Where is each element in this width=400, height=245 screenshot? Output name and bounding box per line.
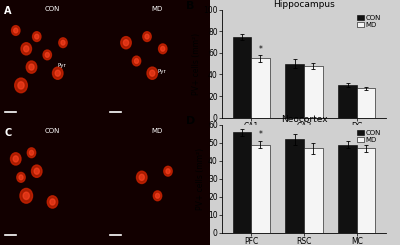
Circle shape <box>14 28 18 33</box>
Circle shape <box>50 199 55 205</box>
Circle shape <box>153 191 162 201</box>
Bar <box>251 145 270 233</box>
Bar <box>338 85 357 118</box>
Circle shape <box>32 32 41 41</box>
Circle shape <box>26 61 37 73</box>
Bar <box>286 139 304 233</box>
Circle shape <box>15 78 27 93</box>
Circle shape <box>17 172 25 182</box>
Title: Neocortex: Neocortex <box>281 115 327 124</box>
Circle shape <box>18 82 24 89</box>
Y-axis label: PV+ cells (mm²): PV+ cells (mm²) <box>192 33 200 95</box>
Circle shape <box>139 174 144 180</box>
Text: B: B <box>186 1 194 11</box>
Text: CON: CON <box>45 6 60 12</box>
Circle shape <box>55 70 60 76</box>
Text: CON: CON <box>45 128 60 134</box>
Circle shape <box>10 153 21 165</box>
Text: *: * <box>258 45 262 54</box>
Circle shape <box>52 67 63 79</box>
Bar <box>304 148 322 233</box>
Circle shape <box>23 192 30 199</box>
Circle shape <box>150 70 155 76</box>
Text: A: A <box>4 6 12 16</box>
Circle shape <box>47 196 58 208</box>
Bar <box>286 64 304 118</box>
Circle shape <box>32 165 42 177</box>
Text: C: C <box>4 128 12 138</box>
Circle shape <box>20 188 32 203</box>
Title: Hippocampus: Hippocampus <box>273 0 335 9</box>
Circle shape <box>145 34 149 39</box>
Text: Pyr: Pyr <box>158 69 166 74</box>
Circle shape <box>136 171 147 184</box>
Text: *: * <box>258 130 262 139</box>
Circle shape <box>45 52 49 57</box>
Circle shape <box>21 43 32 55</box>
Bar <box>232 132 251 233</box>
Bar <box>338 145 357 233</box>
Circle shape <box>143 32 151 41</box>
Bar <box>304 66 322 118</box>
Text: MD: MD <box>152 128 163 134</box>
Circle shape <box>158 44 167 54</box>
Bar <box>357 148 376 233</box>
Legend: CON, MD: CON, MD <box>356 128 382 144</box>
Circle shape <box>59 38 67 48</box>
Circle shape <box>155 193 160 198</box>
Circle shape <box>34 168 39 174</box>
Circle shape <box>123 40 129 46</box>
Circle shape <box>19 175 23 180</box>
Circle shape <box>164 166 172 176</box>
Circle shape <box>166 169 170 174</box>
Circle shape <box>30 150 34 155</box>
Bar <box>232 37 251 118</box>
Circle shape <box>61 40 65 45</box>
Circle shape <box>132 56 141 66</box>
Text: D: D <box>186 116 195 126</box>
Circle shape <box>27 148 36 158</box>
Circle shape <box>134 59 138 63</box>
Circle shape <box>29 64 34 70</box>
Legend: CON, MD: CON, MD <box>356 13 382 29</box>
Text: MD: MD <box>152 6 163 12</box>
Circle shape <box>121 37 131 49</box>
Circle shape <box>24 46 29 52</box>
Circle shape <box>43 50 52 60</box>
Circle shape <box>13 156 18 162</box>
Circle shape <box>161 46 165 51</box>
Text: Pyr: Pyr <box>58 63 66 68</box>
Circle shape <box>147 67 158 79</box>
Bar <box>251 58 270 118</box>
Y-axis label: PV+ cells (mm²): PV+ cells (mm²) <box>196 148 205 210</box>
Bar <box>357 88 376 118</box>
Circle shape <box>35 34 39 39</box>
Circle shape <box>12 26 20 35</box>
